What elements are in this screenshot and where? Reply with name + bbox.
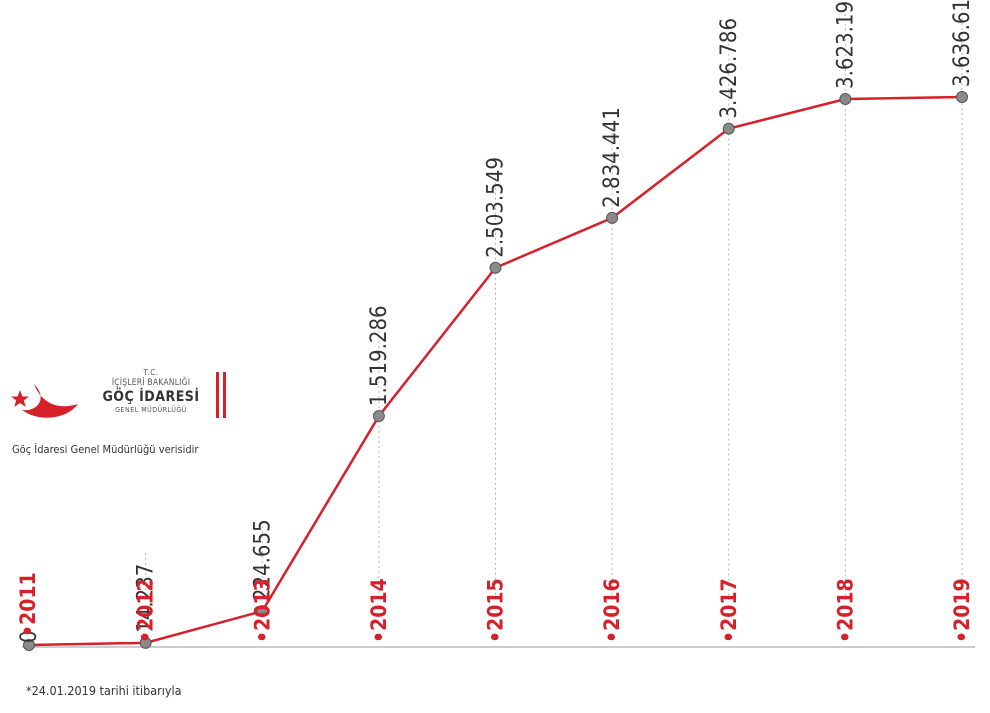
data-point-2013 <box>256 605 269 618</box>
logo-sub: GENEL MÜDÜRLÜĞÜ <box>115 406 187 414</box>
data-point-2019 <box>956 91 968 103</box>
year-label-2018: •2018 <box>833 578 857 643</box>
data-point-2011 <box>23 639 35 651</box>
source-note: Göç İdaresi Genel Müdürlüğü verisidir <box>12 443 199 456</box>
year-label-2013: •2013 <box>250 578 274 643</box>
year-label-2017: •2017 <box>717 578 741 643</box>
logo-tc: T.C. <box>143 368 159 377</box>
value-label-2016: 2.834.441 <box>600 107 625 208</box>
data-point-2012 <box>139 636 152 649</box>
grid-lines <box>145 8 963 600</box>
year-label-2015: •2015 <box>484 578 508 643</box>
year-label-2019: •2019 <box>950 578 974 643</box>
data-point-2018 <box>839 93 852 106</box>
logo-main: GÖÇ İDARESİ <box>102 389 200 405</box>
value-label-2012: 14.237 <box>134 564 159 633</box>
logo-text: T.C. İÇİŞLERİ BAKANLIĞI GÖÇ İDARESİ GENE… <box>92 368 210 414</box>
data-markers <box>23 91 968 651</box>
value-label-2014: 1.519.286 <box>367 305 392 406</box>
footnote: *24.01.2019 tarihi itibarıyla <box>26 683 182 698</box>
data-point-2016 <box>606 211 619 224</box>
value-label-2015: 2.503.549 <box>484 157 509 258</box>
logo-ministry: İÇİŞLERİ BAKANLIĞI <box>111 378 191 388</box>
value-labels: 0 14.237 224.655 1.519.286 2.503.549 2.834.44… <box>17 0 975 643</box>
year-label-2011: •2011 <box>16 572 40 637</box>
year-label-2012: •2012 <box>134 578 158 643</box>
value-label-2011: 0 <box>17 630 42 643</box>
year-labels: •2011 •2012 •2013 •2014 •2015 •2016 •2017 •2018… <box>16 572 974 643</box>
crescent-star-icon <box>11 384 78 418</box>
value-label-2017: 3.426.786 <box>717 18 742 119</box>
data-point-2017 <box>722 122 735 135</box>
year-label-2014: •2014 <box>367 578 391 643</box>
value-label-2018: 3.623.192 <box>833 0 858 89</box>
logo-bars-icon <box>216 372 226 418</box>
data-point-2015 <box>489 261 502 274</box>
value-label-2013: 224.655 <box>250 519 275 601</box>
data-point-2014 <box>372 410 385 423</box>
value-label-2019: 3.636.617* <box>950 0 975 87</box>
year-label-2016: •2016 <box>600 578 624 643</box>
